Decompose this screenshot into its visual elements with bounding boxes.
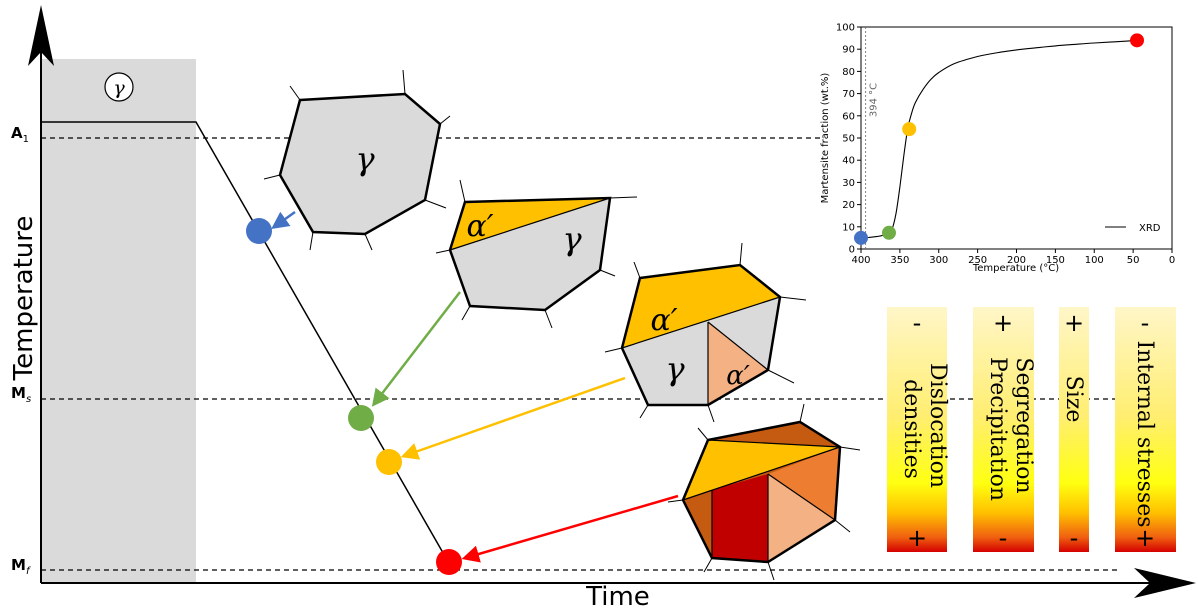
inset-y-tick-label: 60	[842, 111, 855, 122]
inset-ticks: 400 350 300 250 200 150 100 50 0 0 10 20 30 40 50 60 70 8…	[836, 23, 1175, 267]
inset-y-tick-label: 0	[849, 245, 855, 256]
grain-partial-martensite: α′ γ α′	[604, 242, 807, 423]
inset-x-tick-label: 300	[929, 255, 948, 266]
inset-markers	[854, 33, 1145, 245]
y-axis-label: Temperature	[9, 216, 39, 382]
property-bar-size-gradient	[1059, 307, 1089, 552]
property-bar-segregation-label: Segregation Precipitation	[985, 357, 1036, 501]
grain-austenite: γ	[263, 69, 451, 251]
austenite-region	[41, 59, 196, 583]
property-bar-internal-stresses: - Internal stresses +	[1115, 307, 1176, 552]
inset-x-tick-label: 250	[968, 255, 987, 266]
property-bar-dislocation-top-sign: -	[913, 309, 922, 337]
grain-full-martensite	[667, 403, 861, 581]
inset-y-tick-label: 10	[842, 222, 855, 233]
inset-x-tick-label: 350	[890, 255, 909, 266]
inset-y-tick-label: 90	[842, 45, 855, 56]
grain-partial-martensite-alpha-label: α′	[650, 303, 677, 338]
x-axis-label: Time	[585, 582, 650, 609]
property-bar-dislocation: - Dislocation densities +	[887, 307, 950, 552]
inset-y-tick-label: 20	[842, 200, 855, 211]
inset-y-axis-label: Martensite fraction (wt.%)	[820, 73, 831, 204]
a1-label: A1	[11, 124, 29, 145]
austenite-region-label: γ	[113, 77, 125, 99]
mf-label: Mf	[11, 556, 31, 577]
property-bar-segregation: + Segregation Precipitation -	[973, 307, 1036, 552]
inset-y-tick-label: 50	[842, 134, 855, 145]
property-bar-size-top-sign: +	[1064, 309, 1084, 337]
inset-x-tick-label: 200	[1007, 255, 1026, 266]
inset-annotation-text: 394 °C	[869, 83, 880, 117]
grain-early-martensite-alpha-label: α′	[466, 209, 493, 244]
inset-y-tick-label: 40	[842, 156, 855, 167]
inset-y-tick-label: 70	[842, 89, 855, 100]
property-bar-size: + Size -	[1059, 307, 1089, 552]
inset-x-tick-label: 50	[1127, 255, 1140, 266]
austenite-region-badge	[104, 72, 134, 102]
property-bar-segregation-bottom-sign: -	[999, 524, 1008, 552]
inset-x-tick-label: 400	[851, 255, 870, 266]
stage-arrow-green	[371, 291, 461, 407]
stage-arrow-blue	[271, 210, 296, 230]
property-bar-internal-stresses-bottom-sign: +	[1135, 524, 1155, 552]
stage-arrow-yellow	[400, 376, 626, 460]
property-bar-dislocation-gradient	[887, 307, 947, 552]
stage-dot-red	[436, 549, 462, 575]
property-bar-segregation-top-sign: +	[993, 309, 1013, 337]
property-bar-size-label: Size	[1061, 376, 1086, 423]
inset-y-tick-label: 80	[842, 67, 855, 78]
ms-label: Ms	[11, 384, 31, 405]
inset-x-axis-label: Temperature (°C)	[972, 263, 1059, 274]
stage-arrow-red	[461, 494, 679, 563]
property-bar-dislocation-label: Dislocation densities	[899, 363, 950, 495]
inset-y-tick-label: 100	[836, 23, 855, 34]
grain-early-martensite: α′ γ	[435, 179, 638, 329]
time-axis-arrowhead	[1134, 568, 1196, 598]
temperature-axis-arrowhead	[28, 5, 54, 66]
property-bar-size-bottom-sign: -	[1070, 524, 1079, 552]
inset-plot-frame	[860, 26, 1173, 250]
inset-x-tick-label: 150	[1046, 255, 1065, 266]
property-bar-internal-stresses-label: Internal stresses	[1132, 340, 1157, 527]
grain-partial-martensite-gamma-label: γ	[665, 350, 685, 388]
stage-dot-blue	[246, 218, 272, 244]
grain-partial-martensite-alpha2-label: α′	[726, 361, 750, 391]
inset-y-tick-label: 30	[842, 178, 855, 189]
inset-marker-red	[1130, 33, 1145, 48]
property-bar-segregation-gradient	[973, 307, 1034, 552]
inset-marker-green	[881, 225, 896, 240]
stage-dot-green	[348, 405, 374, 431]
stage-dot-yellow	[376, 449, 402, 475]
inset-legend-label: XRD	[1139, 223, 1161, 234]
inset-marker-yellow	[902, 122, 917, 137]
property-bar-internal-stresses-gradient	[1115, 307, 1176, 552]
inset-chart: 400 350 300 250 200 150 100 50 0 0 10 20 30 40 50 60 70 8…	[820, 23, 1175, 275]
inset-x-tick-label: 100	[1085, 255, 1104, 266]
property-bar-dislocation-bottom-sign: +	[907, 524, 927, 552]
grain-early-martensite-gamma-label: γ	[562, 220, 582, 258]
grain-austenite-label: γ	[355, 140, 375, 178]
inset-marker-blue	[854, 230, 868, 245]
property-bar-internal-stresses-top-sign: -	[1141, 309, 1150, 337]
inset-x-tick-label: 0	[1169, 255, 1175, 266]
